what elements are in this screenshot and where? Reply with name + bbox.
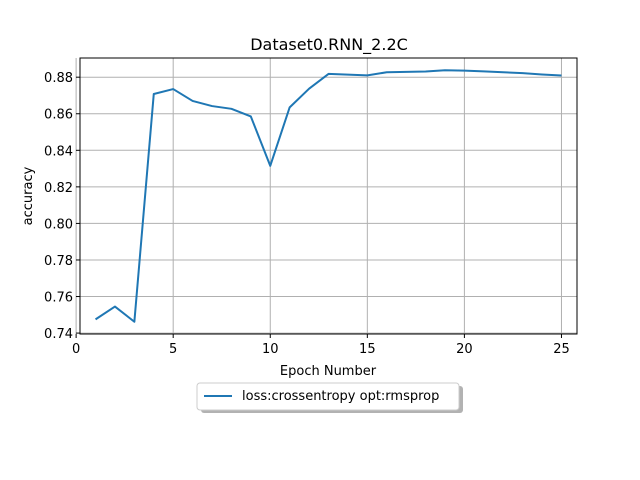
y-tick-label: 0.80 (44, 217, 73, 232)
y-tick-label: 0.88 (44, 71, 73, 86)
x-tick-label: 15 (359, 342, 376, 357)
plot-area-frame (79, 57, 578, 335)
y-tick-label: 0.82 (44, 181, 73, 196)
y-tick-label: 0.74 (44, 327, 73, 342)
series-line-0 (94, 69, 562, 323)
y-tick-label: 0.78 (44, 254, 73, 269)
grid (75, 58, 577, 334)
x-tick-label: 5 (169, 342, 177, 357)
y-axis-label: accuracy (21, 166, 36, 225)
series-layer (94, 69, 562, 323)
y-tick-label: 0.76 (44, 291, 73, 306)
chart-title: Dataset0.RNN_2.2C (250, 35, 408, 55)
legend: loss:crossentropy opt:rmsprop (196, 382, 463, 413)
y-tick-label: 0.86 (44, 108, 73, 123)
x-tick-label: 0 (72, 342, 80, 357)
x-tick-label: 10 (262, 342, 279, 357)
legend-series-label: loss:crossentropy opt:rmsprop (242, 389, 439, 404)
y-tick-label: 0.84 (44, 144, 73, 159)
x-tick-label: 20 (456, 342, 473, 357)
axis-ticks: 0 5 10 15 20 25 0.74 0.76 0.78 0.80 0.82 0.84 0.86 0.… (44, 71, 570, 357)
x-axis-label: Epoch Number (280, 364, 377, 379)
x-tick-label: 25 (553, 342, 570, 357)
legend-box (196, 382, 460, 411)
